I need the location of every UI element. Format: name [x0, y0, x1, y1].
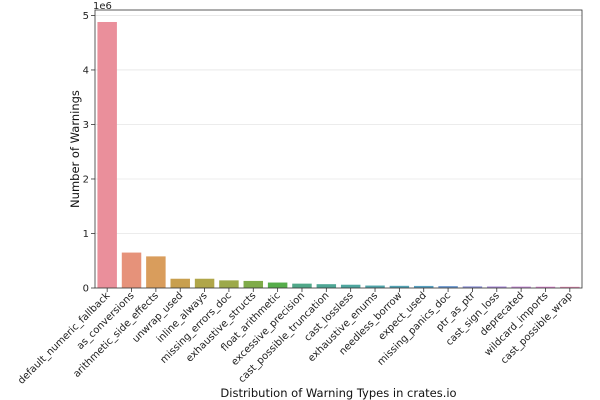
bar: [121, 252, 142, 288]
x-tick-labels: default_numeric_fallbackas_conversionsar…: [16, 290, 575, 387]
y-tick-label: 0: [83, 284, 89, 295]
bar: [316, 284, 337, 288]
bar: [292, 283, 312, 288]
y-tick-label: 4: [83, 65, 89, 76]
bar: [243, 280, 264, 288]
bar: [438, 286, 458, 288]
y-tick-labels: 0 1 2 3 4 5: [83, 11, 89, 295]
bar: [560, 286, 580, 288]
x-tick-label: default_numeric_fallback: [16, 290, 112, 386]
bars: [97, 21, 580, 288]
bar: [487, 286, 507, 288]
y-axis-label: Number of Warnings: [68, 90, 82, 208]
bar: [535, 286, 556, 288]
y-tick-label: 1: [83, 229, 89, 240]
bar: [194, 278, 215, 288]
bar: [389, 285, 410, 288]
bar: [146, 256, 166, 288]
bar: [511, 286, 531, 288]
bar: [219, 280, 239, 288]
bar: [340, 284, 361, 288]
axes: [91, 9, 583, 292]
y-axis-multiplier: 1e6: [93, 1, 112, 12]
y-tick-label: 3: [83, 120, 89, 131]
bar: [462, 286, 483, 288]
bar: [413, 285, 434, 288]
bar: [170, 278, 190, 288]
bar: [365, 285, 385, 288]
x-axis-label: Distribution of Warning Types in crates.…: [220, 386, 456, 400]
y-tick-label: 5: [83, 11, 89, 22]
bar: [97, 21, 117, 288]
y-tick-label: 2: [83, 174, 89, 185]
grid-lines: [95, 15, 582, 289]
bar: [267, 282, 288, 288]
plot-frame: [94, 9, 583, 289]
